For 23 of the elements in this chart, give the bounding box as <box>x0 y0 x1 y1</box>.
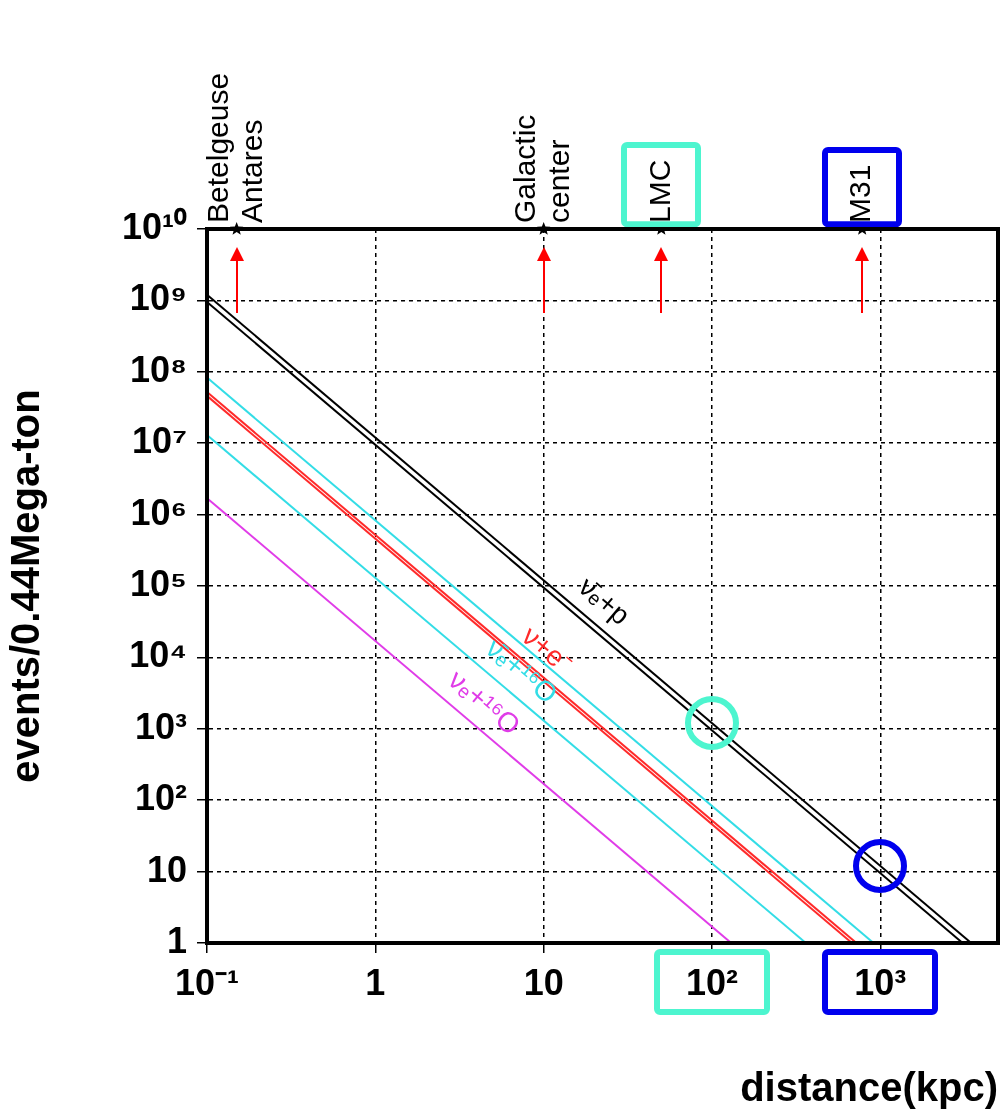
annotation: LMC <box>642 159 676 223</box>
y-tick-label: 10³ <box>134 705 188 747</box>
y-tick-label: 10⁵ <box>130 562 187 604</box>
y-tick-label: 10⁷ <box>132 420 187 462</box>
x-axis-title: distance(kpc) <box>740 1065 998 1110</box>
y-axis-title: events/0.44Mega-ton <box>3 389 48 783</box>
x-tick-label: 1 <box>365 961 386 1003</box>
annotation: Betelgeuse Antares <box>200 72 268 223</box>
y-tick-label: 10⁹ <box>129 277 187 319</box>
y-tick-label: 10⁶ <box>130 491 187 533</box>
x-tick-label: 10⁻¹ <box>174 961 240 1003</box>
y-tick-label: 1 <box>166 919 187 961</box>
x-tick-label: 10³ <box>854 961 907 1003</box>
annotation: M31 <box>843 164 877 223</box>
y-tick-label: 10¹⁰ <box>121 205 187 247</box>
x-tick-label: 10 <box>523 961 564 1003</box>
y-tick-label: 10⁴ <box>129 634 187 676</box>
y-tick-label: 10⁸ <box>129 348 187 390</box>
y-tick-label: 10² <box>134 777 188 819</box>
y-tick-label: 10 <box>146 848 187 890</box>
x-tick-label: 10² <box>685 961 739 1003</box>
annotation: Galactic center <box>507 114 575 223</box>
text: ν̄ₑ+p <box>572 570 636 631</box>
